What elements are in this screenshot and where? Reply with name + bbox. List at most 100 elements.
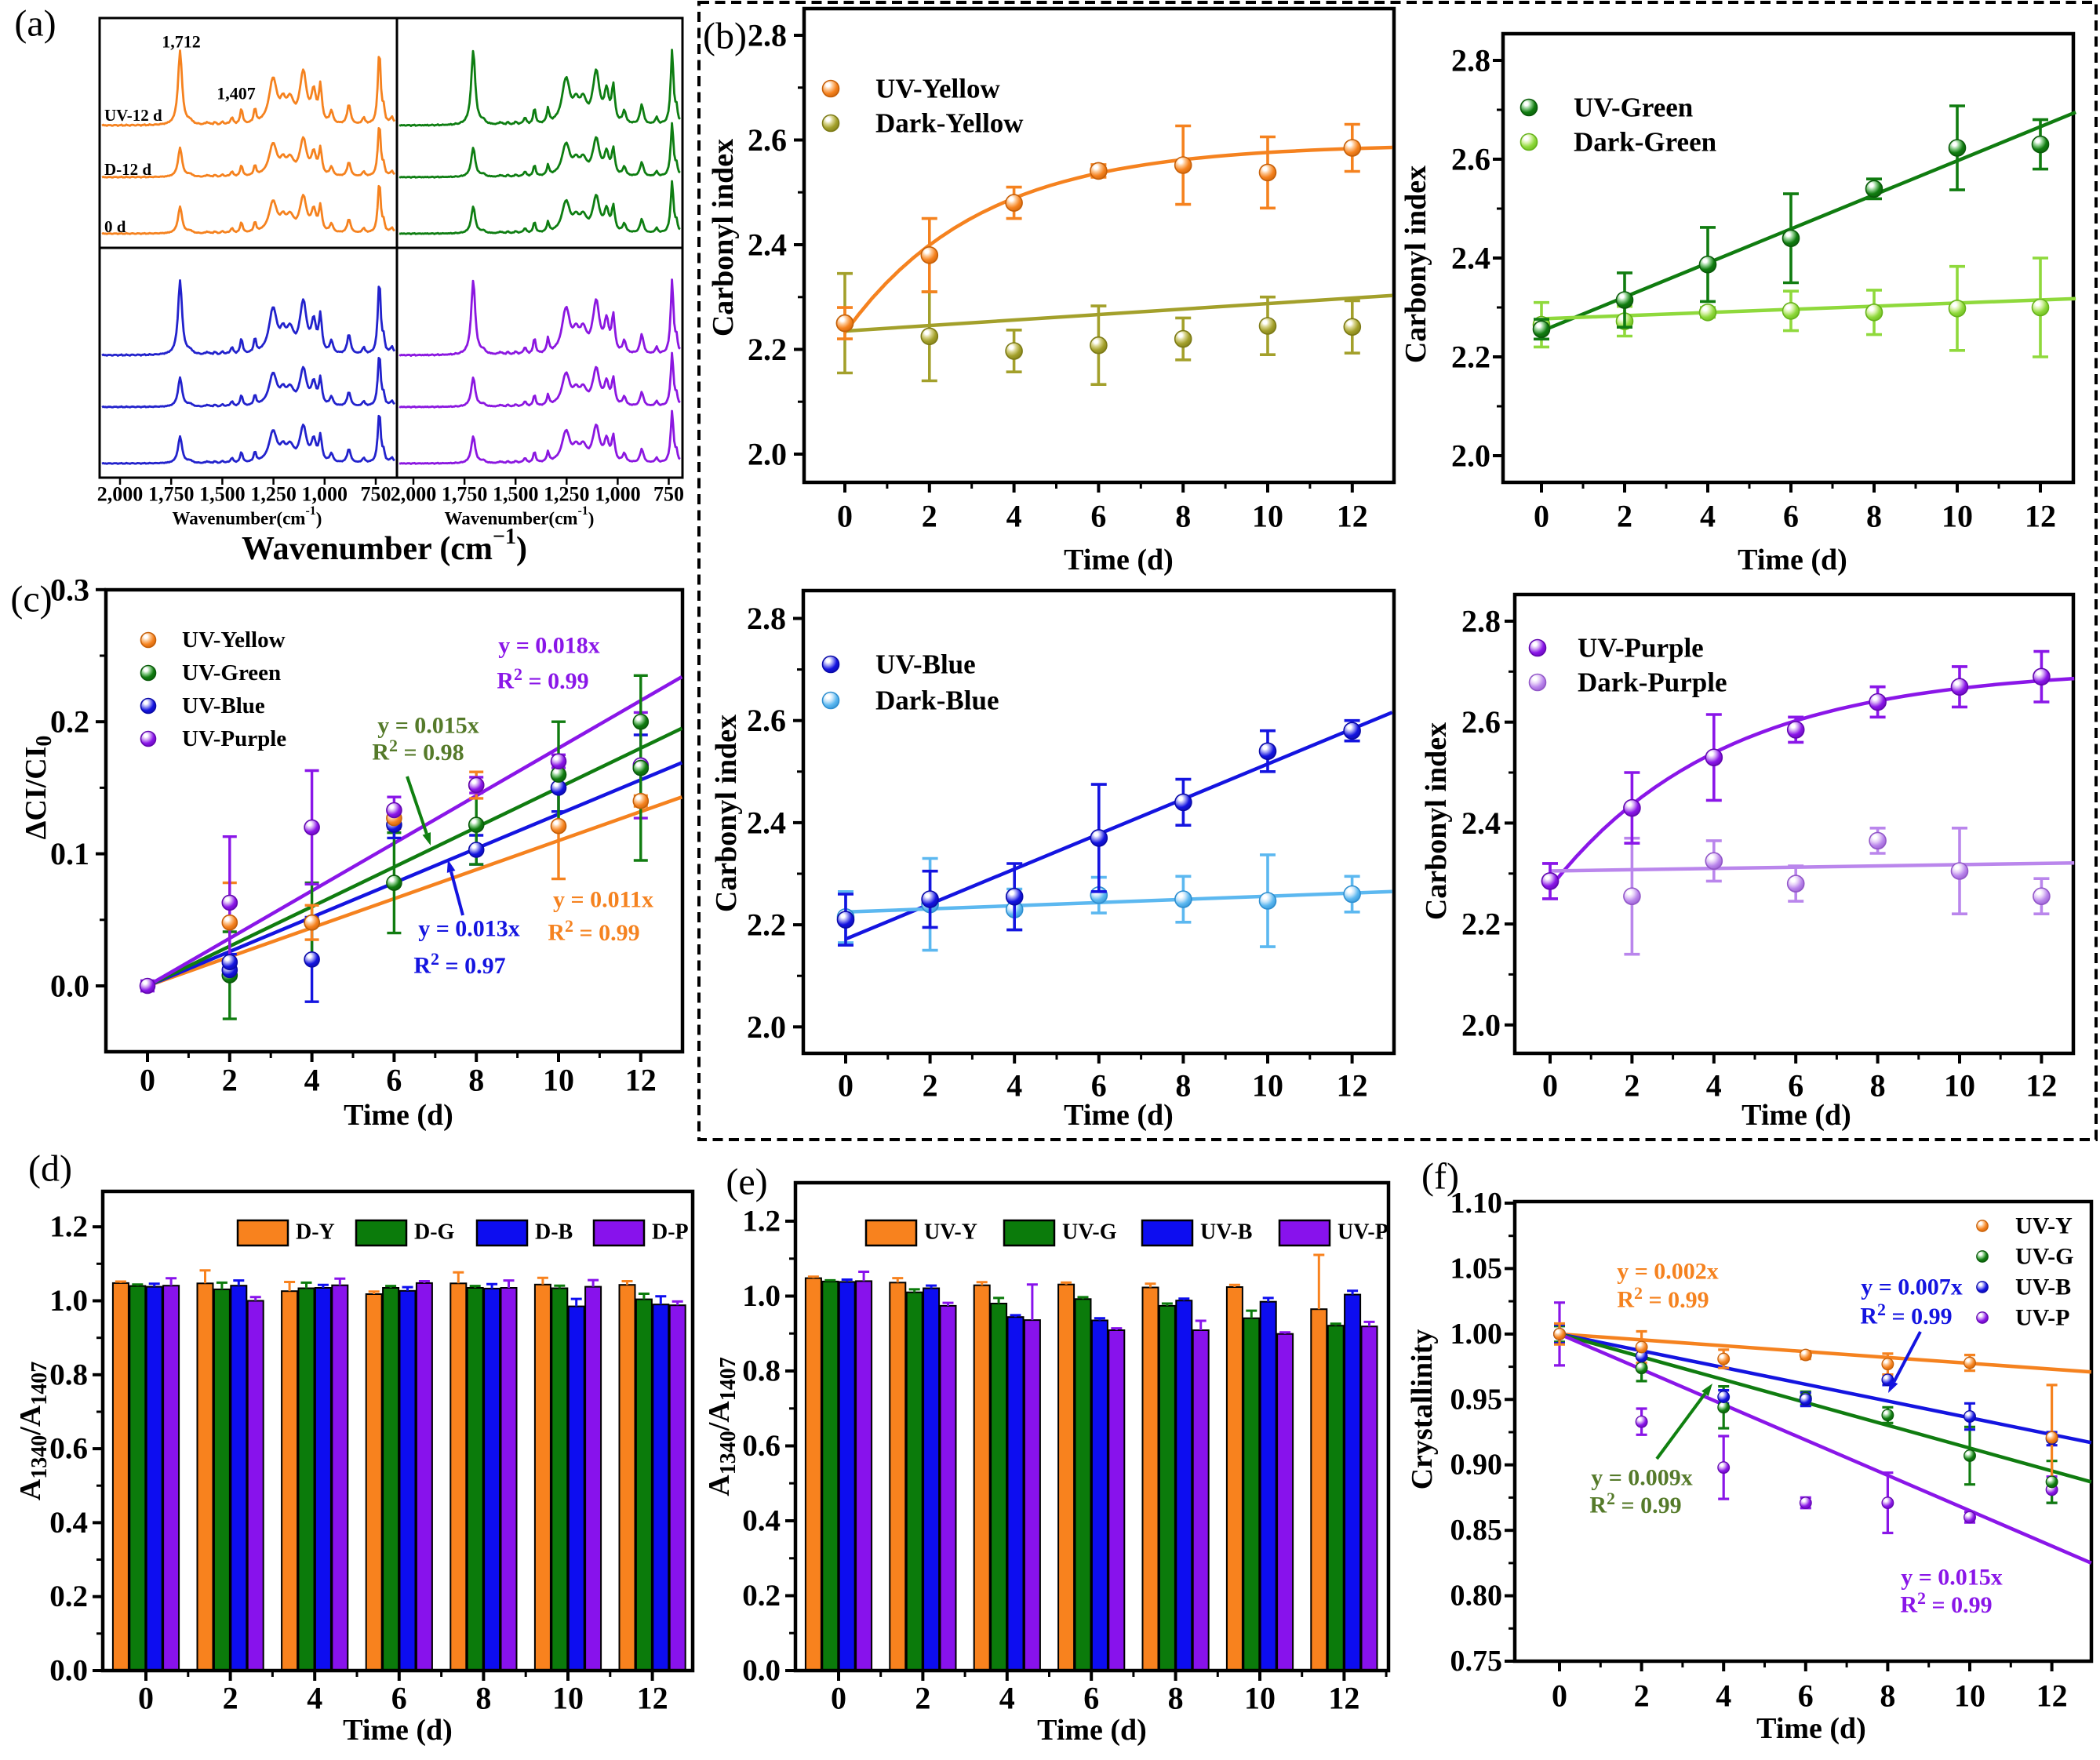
svg-text:UV-G: UV-G (1062, 1220, 1117, 1245)
svg-text:ΔCI/CI0: ΔCI/CI0 (20, 736, 56, 840)
svg-text:UV-B: UV-B (2015, 1275, 2071, 1300)
svg-text:Time (d): Time (d) (1756, 1712, 1866, 1745)
svg-text:2: 2 (222, 1063, 238, 1098)
svg-text:(e): (e) (726, 1162, 767, 1203)
svg-text:12: 12 (625, 1063, 657, 1098)
svg-text:UV-Green: UV-Green (1574, 93, 1693, 123)
svg-text:750: 750 (361, 483, 391, 506)
svg-text:0.2: 0.2 (50, 704, 89, 740)
svg-text:UV-Purple: UV-Purple (182, 726, 286, 751)
svg-text:D-B: D-B (535, 1220, 573, 1245)
svg-text:12: 12 (2036, 1678, 2068, 1714)
svg-text:Carbonyl index: Carbonyl index (1420, 722, 1453, 920)
svg-text:2.2: 2.2 (1451, 340, 1490, 375)
svg-text:6: 6 (1090, 499, 1106, 534)
svg-text:UV-Blue: UV-Blue (182, 693, 265, 718)
svg-text:4: 4 (1706, 1068, 1722, 1104)
svg-text:1,000: 1,000 (595, 483, 641, 506)
svg-text:Crystallinity: Crystallinity (1406, 1329, 1439, 1490)
svg-text:8: 8 (1168, 1681, 1184, 1716)
svg-text:0: 0 (1542, 1068, 1558, 1104)
svg-text:2: 2 (1617, 499, 1632, 534)
svg-text:0.1: 0.1 (50, 836, 89, 871)
svg-text:1.05: 1.05 (1450, 1252, 1503, 1285)
svg-text:0.0: 0.0 (49, 1654, 88, 1688)
svg-text:UV-Y: UV-Y (924, 1220, 977, 1245)
svg-text:6: 6 (386, 1063, 402, 1098)
svg-text:(b): (b) (703, 16, 747, 57)
svg-text:0.0: 0.0 (742, 1654, 781, 1688)
svg-text:R2 = 0.99: R2 = 0.99 (548, 916, 639, 946)
svg-text:R2 = 0.99: R2 = 0.99 (497, 664, 588, 694)
svg-text:2: 2 (915, 1681, 930, 1716)
svg-text:1,750: 1,750 (148, 483, 195, 506)
svg-text:8: 8 (1175, 499, 1191, 534)
svg-text:6: 6 (1091, 1068, 1107, 1104)
svg-text:6: 6 (1783, 499, 1799, 534)
svg-text:0: 0 (138, 1681, 154, 1716)
svg-text:0.90: 0.90 (1450, 1449, 1503, 1482)
svg-text:y = 0.011x: y = 0.011x (553, 887, 653, 913)
svg-text:10: 10 (1954, 1678, 1985, 1714)
svg-text:2.4: 2.4 (1461, 805, 1501, 841)
svg-text:2.2: 2.2 (747, 907, 786, 943)
svg-text:R2 = 0.97: R2 = 0.97 (413, 949, 505, 979)
svg-text:UV-G: UV-G (2015, 1244, 2073, 1270)
svg-text:1.2: 1.2 (742, 1205, 781, 1238)
svg-text:R2 = 0.99: R2 = 0.99 (1589, 1489, 1681, 1518)
svg-text:2.8: 2.8 (1461, 604, 1501, 639)
svg-text:2.6: 2.6 (1451, 142, 1490, 177)
svg-text:12: 12 (1337, 499, 1368, 534)
svg-text:0.8: 0.8 (49, 1358, 88, 1391)
svg-text:Time (d): Time (d) (344, 1099, 453, 1132)
svg-text:2.4: 2.4 (747, 805, 786, 840)
svg-text:8: 8 (1866, 499, 1882, 534)
svg-text:2: 2 (923, 1068, 938, 1104)
svg-text:2.4: 2.4 (748, 227, 787, 263)
svg-text:0.80: 0.80 (1450, 1580, 1503, 1613)
svg-text:0: 0 (837, 499, 853, 534)
svg-text:2: 2 (1624, 1068, 1640, 1104)
svg-text:0.95: 0.95 (1450, 1383, 1503, 1416)
svg-text:10: 10 (1252, 1068, 1283, 1104)
svg-text:2: 2 (223, 1681, 238, 1716)
svg-text:12: 12 (1337, 1068, 1368, 1104)
svg-text:4: 4 (304, 1063, 320, 1098)
svg-text:0: 0 (140, 1063, 155, 1098)
svg-text:Carbonyl index: Carbonyl index (707, 139, 740, 336)
svg-text:D-G: D-G (414, 1220, 455, 1245)
svg-text:1.0: 1.0 (49, 1284, 88, 1318)
svg-text:750: 750 (653, 483, 684, 506)
svg-text:D-P: D-P (652, 1220, 689, 1245)
svg-text:1,407: 1,407 (217, 84, 256, 104)
svg-text:4: 4 (307, 1681, 322, 1716)
svg-text:1.00: 1.00 (1450, 1318, 1503, 1351)
svg-text:4: 4 (1700, 499, 1716, 534)
svg-text:0.75: 0.75 (1450, 1645, 1503, 1678)
svg-text:6: 6 (1798, 1678, 1814, 1714)
svg-text:10: 10 (543, 1063, 574, 1098)
svg-text:D-Y: D-Y (296, 1220, 335, 1245)
svg-text:UV-P: UV-P (1338, 1220, 1388, 1245)
svg-text:UV-P: UV-P (2015, 1305, 2069, 1331)
svg-text:2.2: 2.2 (1461, 907, 1501, 942)
svg-text:2.0: 2.0 (1461, 1007, 1501, 1042)
svg-text:R2 = 0.98: R2 = 0.98 (372, 736, 464, 765)
svg-text:0.0: 0.0 (50, 969, 89, 1004)
svg-text:2.0: 2.0 (747, 1009, 786, 1045)
svg-text:1,000: 1,000 (302, 483, 348, 506)
svg-text:1.2: 1.2 (49, 1210, 88, 1244)
svg-text:Time (d): Time (d) (1064, 544, 1174, 576)
svg-text:2,000: 2,000 (391, 483, 437, 506)
svg-text:1,250: 1,250 (544, 483, 590, 506)
svg-text:2,000: 2,000 (97, 483, 144, 506)
svg-text:UV-B: UV-B (1200, 1220, 1252, 1245)
svg-text:y = 0.007x: y = 0.007x (1861, 1275, 1963, 1300)
svg-text:12: 12 (1328, 1681, 1359, 1716)
svg-text:0: 0 (831, 1681, 846, 1716)
svg-text:y = 0.015x: y = 0.015x (377, 713, 479, 739)
svg-text:2.6: 2.6 (747, 703, 786, 738)
svg-text:UV-12 d: UV-12 d (104, 106, 162, 125)
svg-text:4: 4 (1006, 499, 1022, 534)
svg-text:4: 4 (1006, 1068, 1022, 1104)
